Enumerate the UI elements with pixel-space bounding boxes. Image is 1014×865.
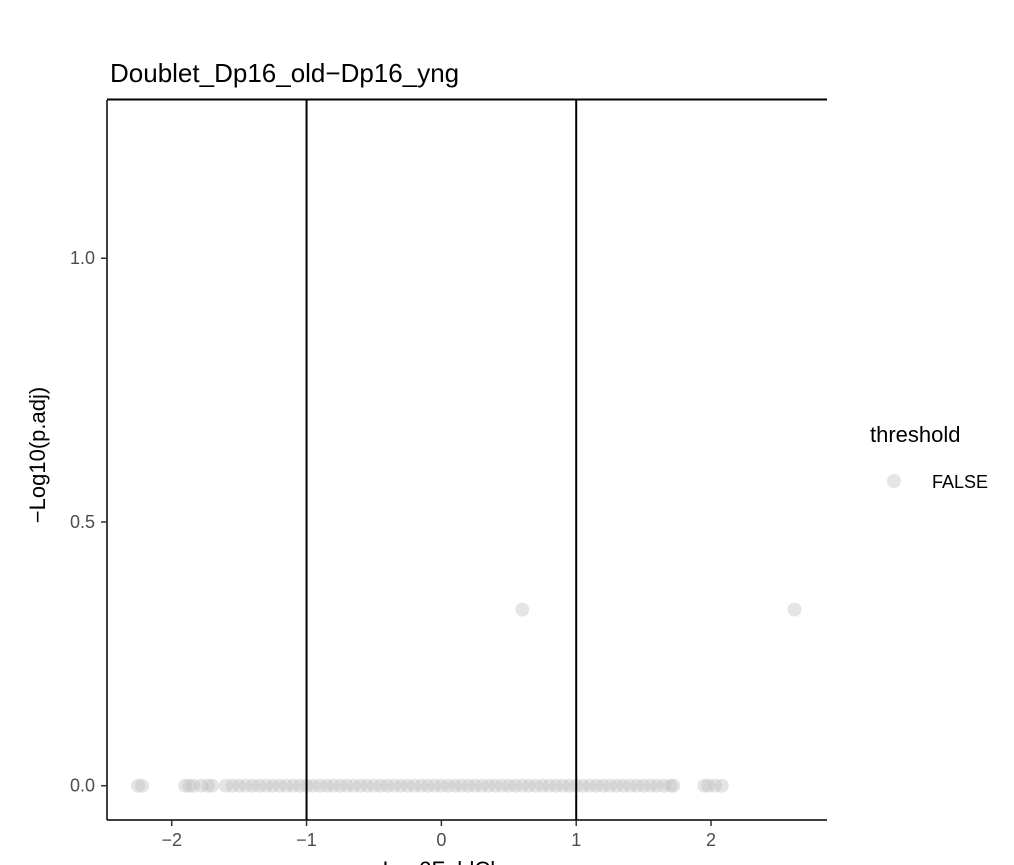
data-point (474, 778, 489, 793)
data-point (393, 778, 408, 793)
data-point (495, 778, 510, 793)
y-tick-label: 0.5 (70, 512, 95, 532)
axes: 0.0 0.5 1.0 −2 −1 0 1 2 (70, 100, 827, 850)
data-point (666, 778, 681, 793)
data-point (636, 778, 651, 793)
reference-lines (107, 98, 827, 820)
legend-title: threshold (870, 422, 961, 447)
data-point (194, 778, 209, 793)
data-point (360, 778, 375, 793)
data-point (650, 778, 665, 793)
data-point (186, 778, 201, 793)
data-point (515, 602, 530, 617)
data-point (414, 778, 429, 793)
data-point (701, 778, 716, 793)
data-point (373, 778, 388, 793)
data-point (576, 778, 590, 793)
data-point (245, 778, 260, 793)
data-point (201, 778, 216, 793)
x-axis-title: Log2FoldChange (383, 857, 552, 865)
data-point (434, 778, 449, 793)
data-point (346, 778, 361, 793)
data-point (286, 778, 301, 793)
x-tick-label: −1 (296, 830, 317, 850)
data-point (319, 778, 334, 793)
data-point (555, 778, 570, 793)
data-point (340, 778, 354, 793)
data-point (663, 778, 678, 793)
y-tick-label: 0.0 (70, 776, 95, 796)
data-point (178, 778, 193, 793)
data-point (643, 778, 658, 793)
data-point (306, 778, 321, 793)
data-point (656, 778, 671, 793)
data-point (562, 778, 577, 793)
data-point (461, 778, 476, 793)
data-point (481, 778, 496, 793)
data-point (367, 778, 381, 793)
x-tick-label: 0 (436, 830, 446, 850)
data-point (629, 778, 644, 793)
data-point (131, 778, 145, 793)
data-point (205, 778, 220, 793)
data-point (508, 778, 523, 793)
data-point (787, 602, 802, 617)
data-point (333, 778, 348, 793)
data-point (589, 778, 604, 793)
data-point (542, 778, 557, 793)
data-point (714, 778, 729, 793)
x-tick-label: −2 (161, 830, 182, 850)
legend-label-false: FALSE (932, 472, 988, 492)
data-point (697, 778, 712, 793)
data-point (238, 778, 253, 793)
data-point (447, 778, 462, 793)
data-point (602, 778, 617, 793)
data-point (535, 778, 550, 793)
data-point (225, 778, 240, 793)
data-point (549, 778, 563, 793)
legend: threshold FALSE (870, 422, 988, 492)
data-point (259, 778, 274, 793)
data-point (407, 778, 422, 793)
data-point (182, 778, 197, 793)
data-point (582, 778, 597, 793)
data-point (292, 778, 307, 793)
data-point (232, 778, 247, 793)
data-point (420, 778, 435, 793)
y-axis-title: −Log10(p.adj) (25, 387, 50, 523)
data-point (528, 778, 543, 793)
data-point (708, 778, 723, 793)
data-point (380, 778, 395, 793)
plot-title: Doublet_Dp16_old−Dp16_yng (110, 58, 459, 88)
data-point (252, 778, 267, 793)
data-point (596, 778, 611, 793)
data-point (272, 778, 287, 793)
data-point (218, 778, 233, 793)
data-point (488, 778, 503, 793)
data-point (623, 778, 638, 793)
data-point (400, 778, 415, 793)
data-point (265, 778, 280, 793)
data-point (441, 778, 456, 793)
data-point (454, 778, 469, 793)
points-layer (131, 602, 802, 793)
x-tick-label: 1 (571, 830, 581, 850)
data-point (326, 778, 341, 793)
data-point (609, 778, 624, 793)
data-point (515, 778, 530, 793)
data-point (522, 778, 536, 793)
data-point (468, 778, 483, 793)
y-tick-label: 1.0 (70, 248, 95, 268)
data-point (616, 778, 631, 793)
legend-key-false (887, 474, 901, 488)
data-point (279, 778, 294, 793)
data-point (427, 778, 442, 793)
data-point (387, 778, 402, 793)
x-tick-label: 2 (706, 830, 716, 850)
data-point (313, 778, 327, 793)
data-point (135, 778, 150, 793)
data-point (501, 778, 516, 793)
data-point (353, 778, 368, 793)
